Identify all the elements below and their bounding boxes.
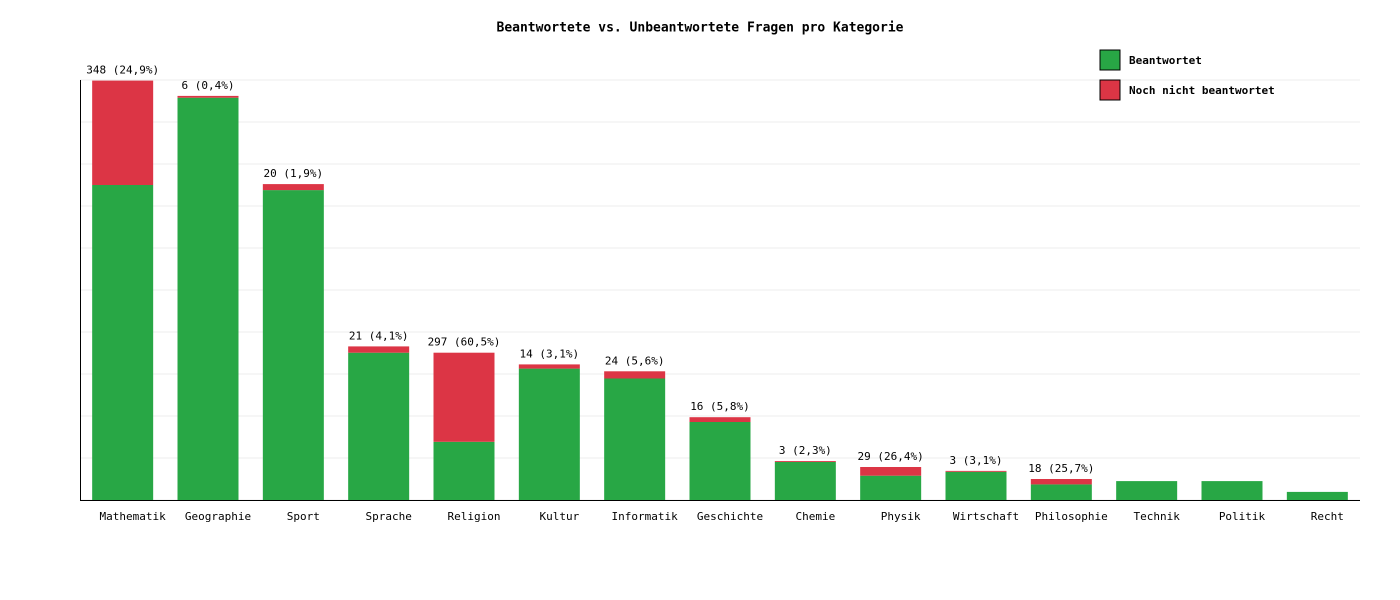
legend-label: Noch nicht beantwortet xyxy=(1129,84,1275,97)
bar-segment xyxy=(177,95,239,98)
data-label: 16 (5,8%) xyxy=(690,400,750,413)
bar-segment xyxy=(92,185,154,500)
bar-segment xyxy=(689,422,751,500)
bar-segment xyxy=(604,378,666,500)
data-label: 3 (3,1%) xyxy=(950,454,1003,467)
data-label: 20 (1,9%) xyxy=(264,167,324,180)
x-tick-label: Technik xyxy=(1133,510,1180,523)
x-tick-label: Chemie xyxy=(795,510,835,523)
bar-segment xyxy=(348,346,410,353)
x-tick-label: Politik xyxy=(1219,510,1266,523)
bar-segment xyxy=(1116,481,1178,500)
data-label: 29 (26,4%) xyxy=(858,450,924,463)
bar-segment xyxy=(177,97,239,500)
bar-segment xyxy=(689,417,751,422)
bar-segment xyxy=(604,371,666,379)
bar-segment xyxy=(433,352,495,442)
bar-segment xyxy=(1286,491,1348,500)
bar-segment xyxy=(774,461,836,500)
bar-segment xyxy=(518,364,580,369)
bar-segment xyxy=(92,80,154,185)
x-tick-label: Philosophie xyxy=(1035,510,1108,523)
bar-segment xyxy=(433,441,495,500)
chart-title: Beantwortete vs. Unbeantwortete Fragen p… xyxy=(497,21,904,36)
legend-swatch xyxy=(1099,79,1121,101)
data-label: 21 (4,1%) xyxy=(349,329,409,342)
data-label: 18 (25,7%) xyxy=(1028,462,1094,475)
x-tick-label: Geographie xyxy=(185,510,251,523)
bar-segment xyxy=(348,352,410,500)
data-label: 297 (60,5%) xyxy=(428,336,501,349)
data-label: 348 (24,9%) xyxy=(86,64,159,77)
legend-swatch xyxy=(1099,49,1121,71)
bar-segment xyxy=(262,190,324,500)
x-tick-label: Sport xyxy=(287,510,320,523)
x-tick-label: Physik xyxy=(881,510,921,523)
x-tick-label: Sprache xyxy=(365,510,411,523)
bar-segment xyxy=(945,471,1007,500)
bar-segment xyxy=(1030,484,1092,500)
bar-segment xyxy=(262,184,324,191)
x-tick-label: Informatik xyxy=(612,510,679,523)
x-tick-label: Religion xyxy=(448,510,501,523)
x-tick-label: Kultur xyxy=(539,510,579,523)
data-label: 24 (5,6%) xyxy=(605,354,665,367)
bar-segment xyxy=(1030,479,1092,485)
bar-segment xyxy=(945,470,1007,472)
x-tick-label: Geschichte xyxy=(697,510,763,523)
bar-segment xyxy=(860,475,922,500)
x-tick-label: Recht xyxy=(1311,510,1344,523)
bar-segment xyxy=(860,467,922,476)
x-tick-label: Wirtschaft xyxy=(953,510,1019,523)
bar-segment xyxy=(518,368,580,500)
bar-segment xyxy=(774,461,836,462)
legend-label: Beantwortet xyxy=(1129,54,1202,67)
data-label: 14 (3,1%) xyxy=(520,347,580,360)
bar-segment xyxy=(1201,481,1263,500)
x-tick-label: Mathematik xyxy=(100,510,167,523)
data-label: 3 (2,3%) xyxy=(779,444,832,457)
data-label: 6 (0,4%) xyxy=(182,79,235,92)
